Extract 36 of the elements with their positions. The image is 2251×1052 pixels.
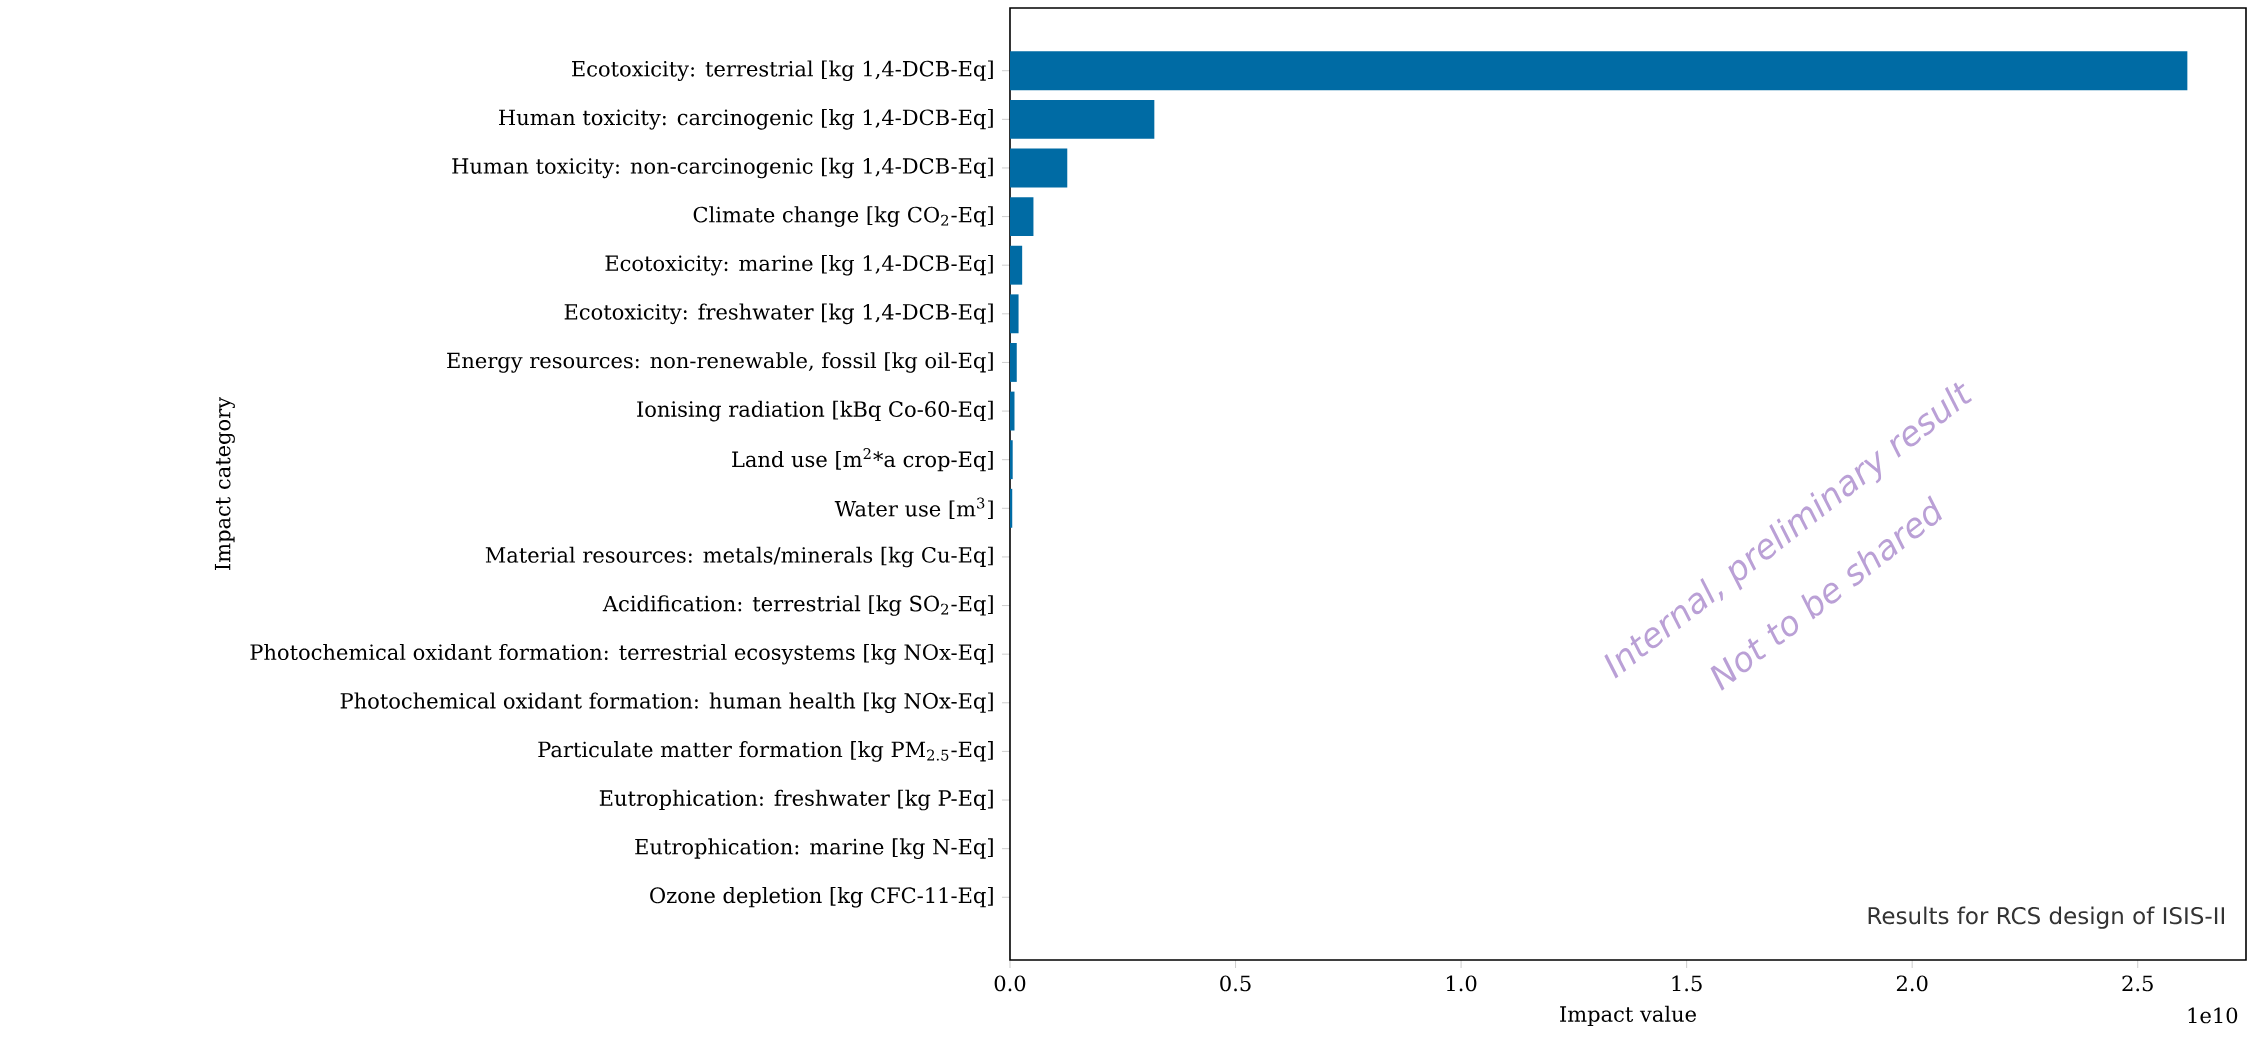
y-tick-label: Acidification: terrestrial [kg SO$_{2}$-Eq]	[602, 595, 993, 616]
bar	[1009, 440, 1013, 480]
bar	[1009, 294, 1019, 334]
x-tick-label: 0.0	[994, 975, 1026, 992]
y-tick-label: Material resources: metals/minerals [kg Cu-Eq]	[485, 546, 993, 568]
y-tick-label: Ozone depletion [kg CFC-11-Eq]	[650, 886, 993, 908]
y-axis-title: Impact category	[214, 397, 235, 570]
annotation: Results for RCS design of ISIS-II	[1868, 906, 2224, 929]
y-tick-label: Climate change [kg CO$_{2}$-Eq]	[693, 206, 993, 227]
x-tick-label: 1.0	[1446, 975, 1477, 992]
x-tick-label: 2.5	[2122, 975, 2153, 992]
y-tick-label: Ionising radiation [kBq Co-60-Eq]	[637, 400, 993, 422]
y-tick-label: Ecotoxicity: freshwater [kg 1,4-DCB-Eq]	[564, 303, 993, 325]
y-tick-label: Energy resources: non-renewable, fossil [kg oil-Eq]	[447, 352, 993, 373]
bar	[1009, 197, 1034, 237]
y-tick-label: Eutrophication: marine [kg N-Eq]	[635, 838, 993, 859]
x-tick-label: 0.5	[1220, 975, 1251, 992]
y-tick-label: Human toxicity: non-carcinogenic [kg 1,4-DCB-Eq]	[452, 157, 993, 179]
y-tick-label: Water use [m$^{3}$]	[834, 497, 993, 520]
bar	[1009, 51, 2188, 91]
y-tick-label: Human toxicity: carcinogenic [kg 1,4-DCB-Eq]	[499, 109, 993, 130]
y-tick-label: Photochemical oxidant formation: human health [kg NOx-Eq]	[340, 692, 993, 714]
x-tick-label: 1.5	[1672, 975, 1702, 992]
bar	[1009, 245, 1023, 285]
x-axis-title: Impact value	[1560, 1005, 1696, 1026]
x-tick-label: 2.0	[1896, 975, 1928, 992]
y-tick-label: Land use [m$^{2}$*a crop-Eq]	[732, 448, 993, 472]
bar	[1009, 342, 1017, 382]
bar	[1009, 99, 1155, 139]
bar	[1009, 148, 1068, 188]
y-tick-label: Eutrophication: freshwater [kg P-Eq]	[599, 789, 993, 811]
y-tick-label: Ecotoxicity: terrestrial [kg 1,4-DCB-Eq]	[572, 60, 993, 82]
text: 1e10	[2188, 1007, 2238, 1024]
y-tick-label: Photochemical oxidant formation: terrestrial ecosystems [kg NOx-Eq]	[250, 643, 993, 665]
y-tick-label: Ecotoxicity: marine [kg 1,4-DCB-Eq]	[605, 254, 993, 276]
y-tick-label: Particulate matter formation [kg PM$_{2.5}$-Eq]	[538, 741, 993, 762]
